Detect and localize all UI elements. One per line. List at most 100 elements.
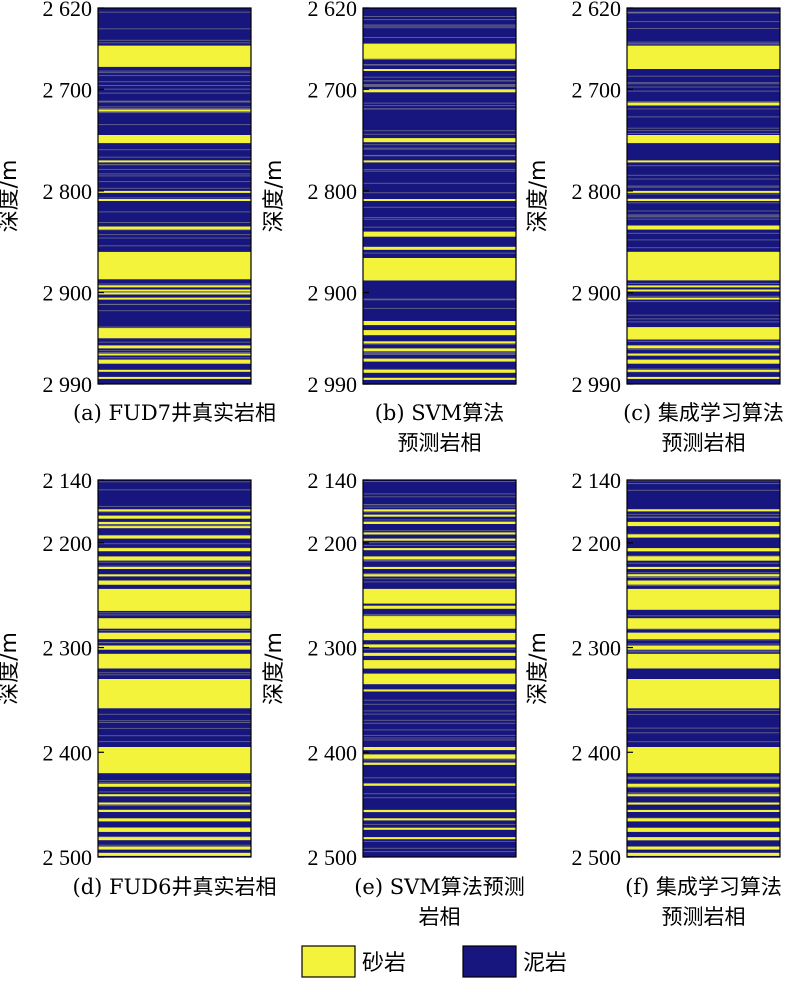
seam-line [627, 75, 780, 77]
seam-line [363, 613, 516, 615]
seam-line [98, 805, 251, 807]
seam-line [627, 21, 780, 23]
seam-line [98, 187, 251, 189]
seam-line [363, 481, 516, 482]
seam-line [627, 786, 780, 788]
seam-line [363, 192, 516, 194]
sandstone-band [98, 135, 251, 144]
seam-line [363, 542, 516, 544]
seam-line [98, 229, 251, 231]
seam-line [98, 641, 251, 643]
y-tick-label: 2 300 [308, 636, 358, 661]
sandstone-band [627, 160, 780, 163]
seam-line [627, 339, 780, 341]
sandstone-band [627, 353, 780, 356]
seam-line [627, 41, 780, 43]
seam-line [98, 11, 251, 13]
facies-panel-3: 2 140 2 200 2 300 2 400 2 500 深度/m (d) FUD6井真实… [0, 468, 276, 899]
legend-swatch [462, 945, 517, 978]
seam-line [627, 340, 780, 342]
seam-line [98, 827, 251, 829]
seam-line [363, 496, 516, 498]
legend: 砂岩 泥岩 [301, 945, 567, 978]
seam-line [98, 505, 251, 507]
seam-line [98, 149, 251, 151]
sandstone-band [98, 846, 251, 850]
sandstone-band [363, 747, 516, 751]
panel-frame [626, 7, 781, 385]
seam-line [363, 76, 516, 78]
sandstone-band [627, 618, 780, 629]
seam-line [627, 186, 780, 188]
seam-line [98, 713, 251, 715]
sandstone-band [627, 783, 780, 787]
sandstone-band [363, 837, 516, 840]
seam-line [627, 776, 780, 778]
sandstone-band [627, 556, 780, 561]
sandstone-band [98, 251, 251, 280]
seam-line [98, 173, 251, 175]
sandstone-band [627, 359, 780, 364]
seam-line [627, 82, 780, 84]
seam-line [363, 37, 516, 38]
sandstone-band [363, 43, 516, 59]
sandstone-band [98, 509, 251, 512]
seam-line [627, 632, 780, 634]
seam-line [98, 326, 251, 328]
sandstone-band [363, 538, 516, 541]
seam-line [98, 780, 251, 782]
seam-line [98, 782, 251, 784]
seam-line [363, 761, 516, 763]
seam-line [98, 524, 251, 526]
seam-line [363, 840, 516, 842]
facies-panel-0: 2 620 2 700 2 800 2 900 2 990 深度/m (a) FUD7井真实… [0, 0, 276, 425]
seam-line [627, 817, 780, 819]
sandstone-band [363, 199, 516, 201]
seam-line [363, 573, 516, 575]
sandstone-band [98, 645, 251, 650]
sandstone-band [627, 852, 780, 856]
seam-line [363, 155, 516, 157]
seam-line [627, 12, 780, 14]
seam-line [627, 741, 780, 743]
panel-caption: 预测岩相 [662, 905, 746, 929]
seam-line [627, 282, 780, 284]
sandstone-band [363, 827, 516, 830]
seam-line [627, 127, 780, 129]
seam-line [627, 215, 780, 217]
seam-line [98, 836, 251, 838]
mudstone-background [627, 8, 780, 384]
sandstone-band [98, 548, 251, 552]
seam-line [627, 90, 780, 92]
seam-line [363, 25, 516, 27]
y-axis-label: 深度/m [262, 160, 287, 233]
sandstone-band [98, 353, 251, 356]
seam-line [98, 42, 251, 44]
seam-line [363, 797, 516, 799]
sandstone-band [627, 199, 780, 201]
sandstone-band [627, 135, 780, 144]
seam-line [363, 759, 516, 761]
seam-line [363, 170, 516, 172]
seam-line [98, 310, 251, 312]
panel-frame [362, 479, 517, 858]
sandstone-band [363, 754, 516, 759]
seam-line [363, 703, 516, 705]
y-tick-label: 2 300 [572, 636, 622, 661]
seam-line [98, 352, 251, 353]
sandstone-band [363, 160, 516, 163]
sandstone-band [627, 632, 780, 640]
seam-line [627, 615, 780, 617]
y-axis-label: 深度/m [0, 632, 22, 705]
sandstone-band [363, 818, 516, 821]
sandstone-band [627, 534, 780, 538]
seam-line [363, 559, 516, 561]
seam-line [363, 739, 516, 741]
seam-line [98, 341, 251, 343]
seam-line [98, 525, 251, 527]
seam-line [627, 318, 780, 320]
seam-line [627, 651, 780, 653]
sandstone-band [98, 359, 251, 364]
sandstone-band [627, 225, 780, 230]
seam-line [98, 70, 251, 72]
